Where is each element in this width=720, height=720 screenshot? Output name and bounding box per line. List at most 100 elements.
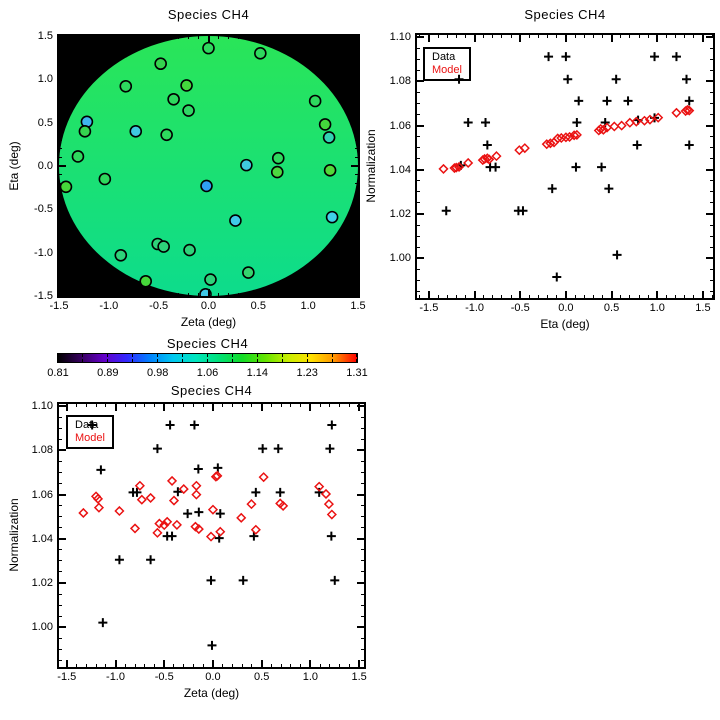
colorbar-tick <box>231 354 233 357</box>
y-axis-tick <box>59 637 62 639</box>
y-axis-tick <box>355 44 358 46</box>
x-axis-tick <box>260 660 263 667</box>
data-point-plus <box>682 74 692 84</box>
x-axis-tick <box>227 36 229 39</box>
y-axis-tick <box>710 202 713 204</box>
x-axis-tick <box>163 404 166 411</box>
x-axis-tick <box>173 664 175 667</box>
x-tick-label: -0.5 <box>154 671 174 683</box>
y-axis-tick <box>59 286 62 288</box>
y-axis-tick <box>706 257 713 260</box>
data-point-plus <box>574 96 584 106</box>
x-axis-tick <box>297 293 299 296</box>
x-axis-tick <box>178 36 180 39</box>
model-point-diamond <box>463 157 474 169</box>
y-axis-tick <box>351 165 358 167</box>
model-point-diamond <box>449 162 460 174</box>
model-point-diamond <box>193 524 204 535</box>
x-axis-tick <box>76 404 78 407</box>
y-axis-tick <box>59 472 62 473</box>
y-axis-tick <box>59 505 62 507</box>
x-axis-tick <box>309 404 312 411</box>
source-circle <box>59 180 73 194</box>
x-axis-tick <box>319 404 321 407</box>
x-axis-tick <box>329 664 331 667</box>
map-ylabel: Eta (deg) <box>7 141 21 191</box>
y-axis-tick <box>59 182 62 184</box>
x-axis-tick <box>547 295 549 298</box>
x-axis-tick <box>222 664 224 667</box>
x-axis-tick <box>217 293 219 296</box>
x-axis-tick <box>358 660 361 667</box>
colorbar-tick-label: 0.81 <box>47 367 69 379</box>
y-axis-tick <box>59 234 62 236</box>
y-axis-tick <box>710 235 713 237</box>
x-axis-tick <box>105 664 107 667</box>
source-circle <box>254 47 267 60</box>
data-point-plus <box>602 96 612 106</box>
data-point-plus <box>173 487 183 497</box>
data-point-plus <box>96 465 106 475</box>
y-axis-tick <box>59 148 62 150</box>
data-point-plus <box>544 52 554 62</box>
colorbar-tick <box>107 359 109 362</box>
data-point-plus <box>671 52 681 62</box>
x-axis-tick <box>98 293 100 296</box>
model-point-diamond <box>162 516 173 527</box>
y-axis-tick <box>417 158 420 160</box>
x-axis-tick <box>247 36 249 39</box>
x-axis-tick <box>260 404 263 411</box>
y-axis-tick <box>59 626 66 629</box>
colorbar <box>57 353 358 363</box>
y-axis-tick <box>59 405 66 408</box>
x-axis-tick <box>290 664 292 667</box>
x-axis-tick <box>148 36 150 39</box>
data-point-plus <box>463 118 473 128</box>
y-axis-tick <box>417 235 420 237</box>
y-axis-tick <box>417 58 420 60</box>
x-axis-tick <box>192 404 194 407</box>
x-axis-tick <box>297 36 299 39</box>
model-point-diamond <box>326 509 337 520</box>
data-point-plus <box>207 640 217 650</box>
y-axis-tick <box>417 103 420 104</box>
x-axis-tick <box>339 404 341 407</box>
model-point-diamond <box>484 154 495 165</box>
x-axis-tick <box>656 35 659 42</box>
x-axis-tick <box>95 404 97 407</box>
y-axis-tick <box>361 615 364 617</box>
data-point-plus <box>275 487 285 497</box>
data-point-plus <box>215 509 225 519</box>
y-axis-tick <box>417 213 424 216</box>
data-point-plus <box>612 250 622 260</box>
x-axis-tick <box>290 404 292 407</box>
y-axis-tick <box>357 626 364 629</box>
colorbar-tick-label: 0.89 <box>97 367 119 379</box>
y-axis-tick <box>59 516 62 518</box>
x-axis-tick <box>198 293 200 296</box>
model-point-diamond <box>152 527 163 538</box>
model-point-diamond <box>250 524 261 535</box>
colorbar-tick <box>256 359 258 362</box>
colorbar-tick-label: 1.31 <box>346 367 368 379</box>
model-point-diamond <box>451 162 462 173</box>
data-point-plus <box>152 444 162 454</box>
model-point-diamond <box>278 500 289 511</box>
x-axis-tick <box>337 36 339 39</box>
model-point-diamond <box>644 114 656 125</box>
y-axis-tick <box>357 449 364 452</box>
y-axis-tick <box>417 136 420 138</box>
x-axis-tick <box>574 295 576 298</box>
x-axis-tick <box>211 404 214 411</box>
x-axis-tick <box>464 35 466 38</box>
model-point-diamond <box>93 502 105 513</box>
sky-map <box>59 36 358 296</box>
zeta-scatter-legend: Data Model <box>66 415 114 449</box>
y-tick-label: 1.06 <box>31 488 53 501</box>
colorbar-tick <box>331 359 333 362</box>
y-axis-tick <box>59 165 66 167</box>
x-axis-tick <box>118 293 120 296</box>
model-point-diamond <box>438 163 449 174</box>
x-axis-tick <box>419 295 421 298</box>
x-tick-label: 0.5 <box>250 300 266 312</box>
